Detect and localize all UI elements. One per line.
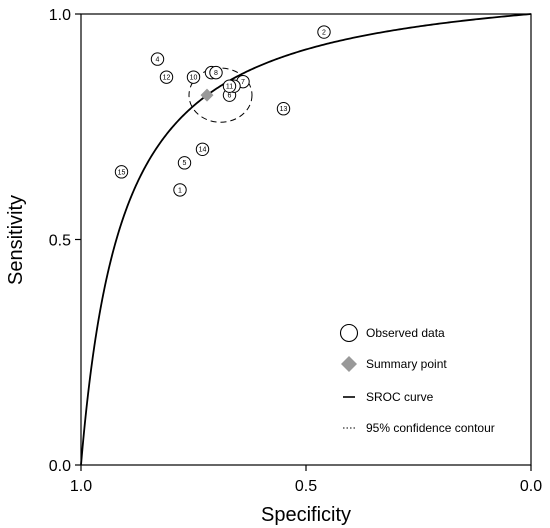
legend-contour-label: 95% confidence contour — [366, 421, 495, 435]
observed-point-label-14: 14 — [199, 147, 207, 154]
observed-point-marker-4 — [150, 52, 165, 66]
observed-point-label-10: 10 — [190, 75, 198, 82]
summary-point — [200, 88, 214, 102]
observed-point-15: 15 — [114, 165, 129, 179]
observed-point-label-4: 4 — [156, 57, 160, 64]
x-tick-label-0: 1.0 — [70, 478, 92, 495]
sroc-curve — [80, 13, 532, 466]
observed-point-marker-5 — [177, 156, 192, 170]
legend-summary-label: Summary point — [366, 357, 447, 371]
legend: Observed data Summary point SROC curve 9… — [339, 323, 495, 435]
legend-observed-label: Observed data — [366, 326, 445, 340]
confidence-contour-layer — [188, 67, 253, 123]
legend-sroc-label: SROC curve — [366, 390, 434, 404]
y-tick-label-0: 0.0 — [49, 458, 71, 475]
observed-point-label-12: 12 — [163, 75, 171, 82]
observed-point-label-7: 7 — [241, 79, 245, 86]
observed-point-marker-2 — [317, 25, 331, 39]
axes: 1.0 0.5 0.0 0.0 0.5 1.0 — [49, 7, 542, 495]
observed-point-label-1: 1 — [178, 187, 182, 194]
observed-point-marker-15 — [114, 165, 129, 179]
observed-point-11: 11 — [222, 79, 237, 93]
x-tick-label-1: 0.5 — [295, 478, 317, 495]
observed-point-label-13: 13 — [280, 106, 288, 113]
observed-point-marker-10 — [186, 70, 201, 84]
summary-point-layer — [200, 88, 214, 102]
observed-point-1: 1 — [173, 183, 187, 197]
observed-point-5: 5 — [177, 156, 192, 170]
observed-point-14: 14 — [195, 142, 210, 157]
plot-frame — [80, 13, 532, 466]
observed-point-marker-13 — [276, 102, 291, 116]
observed-point-13: 13 — [276, 102, 291, 116]
plot-area — [80, 13, 532, 466]
observed-point-marker-12 — [159, 70, 174, 84]
observed-point-marker-11 — [222, 79, 237, 93]
legend-observed-marker — [339, 323, 359, 343]
sroc-curve-layer — [80, 13, 532, 466]
confidence-contour — [188, 67, 253, 123]
x-axis-title: Specificity — [261, 504, 351, 526]
legend-summary-marker — [341, 356, 357, 372]
observed-point-label-15: 15 — [118, 169, 126, 176]
observed-point-8: 8 — [209, 65, 223, 80]
observed-point-10: 10 — [186, 70, 201, 84]
observed-point-marker-14 — [195, 142, 210, 157]
y-tick-label-2: 1.0 — [49, 7, 71, 24]
y-axis-title: Sensitivity — [5, 195, 27, 285]
observed-points-layer: 123456789101112131415 — [114, 25, 331, 197]
observed-point-label-11: 11 — [226, 84, 233, 91]
y-tick-label-1: 0.5 — [49, 233, 71, 250]
x-tick-label-2: 0.0 — [520, 478, 542, 495]
observed-point-12: 12 — [159, 70, 174, 84]
observed-point-label-6: 6 — [228, 93, 232, 100]
observed-point-label-5: 5 — [183, 160, 187, 167]
observed-point-marker-8 — [209, 65, 223, 80]
observed-point-marker-1 — [173, 183, 187, 197]
observed-point-label-2: 2 — [322, 29, 326, 36]
observed-point-label-8: 8 — [214, 70, 218, 77]
observed-point-4: 4 — [150, 52, 165, 66]
observed-point-2: 2 — [317, 25, 331, 39]
